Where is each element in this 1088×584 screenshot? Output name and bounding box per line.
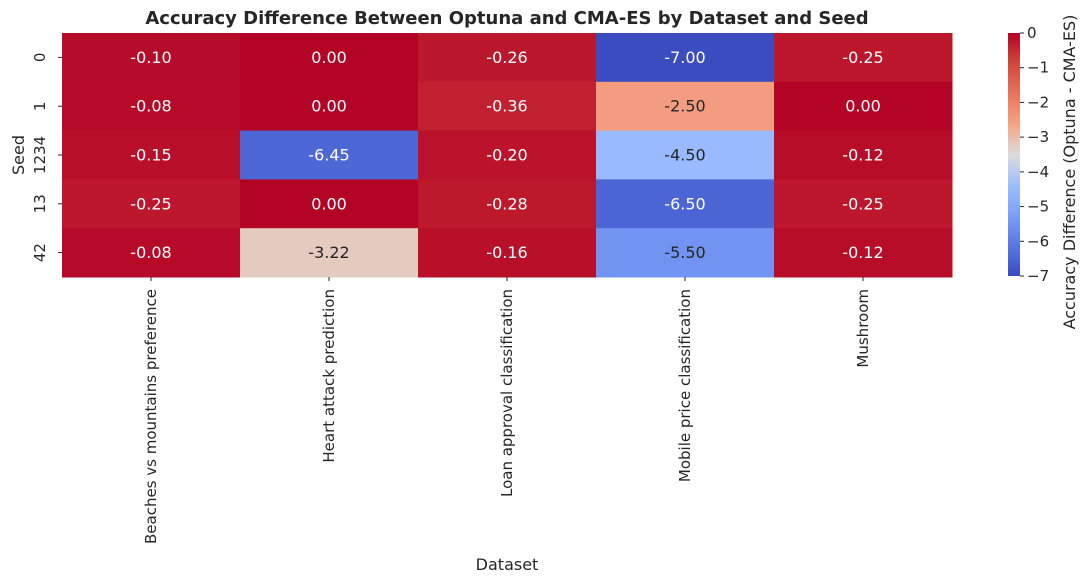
colorbar-ticks: 0 −1 −2 −3 −4 −5 −6 −7 — [1020, 24, 1049, 285]
cell-value-label: -7.00 — [664, 48, 705, 67]
heatmap-cell — [240, 179, 419, 229]
x-tick-label: Beaches vs mountains preference — [142, 289, 160, 544]
y-axis-ticks: 0 1 1234 13 42 — [31, 53, 62, 262]
cell-value-label: -0.25 — [130, 194, 171, 213]
x-tick-label: Mushroom — [854, 289, 872, 368]
heatmap-cells — [62, 33, 953, 278]
cell-value-label: -6.50 — [664, 194, 705, 213]
heatmap-cell — [418, 179, 597, 229]
x-tick-label: Heart attack prediction — [320, 289, 338, 463]
y-tick-label: 0 — [31, 53, 49, 63]
y-axis-label: Seed — [9, 135, 28, 175]
heatmap-cell — [240, 130, 419, 180]
cell-value-label: -0.26 — [486, 48, 527, 67]
colorbar-tick-label: −7 — [1027, 267, 1049, 285]
x-axis-label: Dataset — [476, 555, 539, 574]
cell-value-label: -4.50 — [664, 146, 705, 165]
cell-value-label: 0.00 — [311, 97, 347, 116]
cell-value-label: 0.00 — [311, 194, 347, 213]
heatmap-cell-labels: -0.10 0.00 -0.26 -7.00 -0.25 -0.08 0.00 -0.36 -2… — [130, 48, 883, 262]
cell-value-label: -0.12 — [842, 243, 883, 262]
heatmap-cell — [62, 179, 241, 229]
y-tick-label: 1 — [31, 101, 49, 111]
cell-value-label: -0.15 — [130, 146, 171, 165]
cell-value-label: -0.12 — [842, 146, 883, 165]
colorbar-tick-label: −4 — [1027, 163, 1049, 181]
colorbar-tick-label: −5 — [1027, 198, 1049, 216]
cell-value-label: -0.08 — [130, 97, 171, 116]
colorbar-tick-label: −1 — [1027, 59, 1049, 77]
y-tick-label: 13 — [31, 194, 49, 213]
cell-value-label: -0.16 — [486, 243, 527, 262]
heatmap-cell — [62, 130, 241, 180]
heatmap-cell — [774, 81, 953, 132]
cell-value-label: -0.08 — [130, 243, 171, 262]
cell-value-label: -0.25 — [842, 48, 883, 67]
heatmap-cell — [596, 130, 775, 180]
colorbar-gradient — [1008, 33, 1020, 276]
x-axis-ticks: Beaches vs mountains preference Heart att… — [142, 277, 872, 544]
colorbar-tick-label: −6 — [1027, 232, 1049, 250]
cell-value-label: -5.50 — [664, 243, 705, 262]
heatmap-cell — [596, 179, 775, 229]
chart-title: Accuracy Difference Between Optuna and C… — [145, 8, 868, 29]
colorbar-tick-label: 0 — [1027, 24, 1037, 42]
y-tick-label: 42 — [31, 243, 49, 262]
heatmap-cell — [418, 228, 597, 278]
heatmap-cell — [596, 81, 775, 132]
cell-value-label: -0.25 — [842, 194, 883, 213]
heatmap-cell — [418, 33, 597, 83]
cell-value-label: 0.00 — [845, 97, 881, 116]
colorbar: 0 −1 −2 −3 −4 −5 −6 −7 Accuracy Difference (Opt… — [1008, 15, 1079, 330]
heatmap-cell — [596, 33, 775, 83]
heatmap-cell — [240, 81, 419, 132]
x-tick-label: Mobile price classification — [676, 289, 694, 482]
heatmap-cell — [596, 228, 775, 278]
heatmap-cell — [62, 228, 241, 278]
cell-value-label: -3.22 — [308, 243, 349, 262]
heatmap-cell — [774, 33, 953, 83]
colorbar-tick-label: −3 — [1027, 128, 1049, 146]
heatmap-cell — [240, 33, 419, 83]
heatmap-cell — [418, 130, 597, 180]
heatmap-cell — [240, 228, 419, 278]
cell-value-label: -0.28 — [486, 194, 527, 213]
colorbar-tick-label: −2 — [1027, 93, 1049, 111]
heatmap-cell — [62, 81, 241, 132]
heatmap-cell — [62, 33, 241, 83]
cell-value-label: -6.45 — [308, 146, 349, 165]
cell-value-label: 0.00 — [311, 48, 347, 67]
heatmap-cell — [774, 130, 953, 180]
cell-value-label: -2.50 — [664, 97, 705, 116]
colorbar-label: Accuracy Difference (Optuna - CMA-ES) — [1060, 15, 1079, 330]
heatmap-cell — [774, 179, 953, 229]
cell-value-label: -0.36 — [486, 97, 527, 116]
y-tick-label: 1234 — [31, 136, 49, 174]
x-tick-label: Loan approval classification — [498, 289, 516, 497]
heatmap-cell — [418, 81, 597, 132]
cell-value-label: -0.20 — [486, 146, 527, 165]
cell-value-label: -0.10 — [130, 48, 171, 67]
heatmap-cell — [774, 228, 953, 278]
